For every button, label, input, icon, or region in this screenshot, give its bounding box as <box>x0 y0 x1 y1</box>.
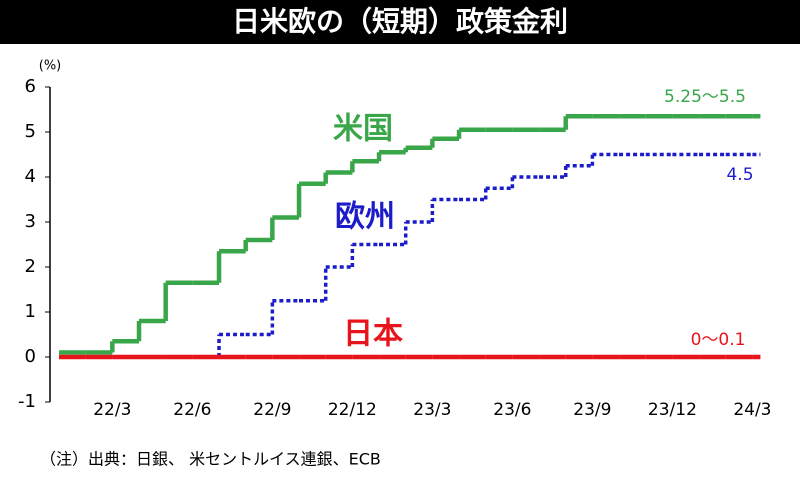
x-tick-label: 23/9 <box>573 400 611 420</box>
x-tick-label: 23/12 <box>648 400 697 420</box>
x-tick-label: 23/3 <box>413 400 451 420</box>
x-tick-label: 22/9 <box>253 400 291 420</box>
end-label: 0～0.1 <box>691 330 746 350</box>
series-label: 日本 <box>343 317 403 352</box>
footnote: （注）出典：日銀、 米セントルイス連銀、ECB <box>40 450 381 469</box>
y-tick-label: 4 <box>25 166 36 187</box>
y-tick-label: 0 <box>25 346 36 367</box>
x-tick-label: 23/6 <box>493 400 531 420</box>
y-tick-label: 6 <box>25 76 36 97</box>
x-tick-label: 22/12 <box>328 400 377 420</box>
series-label: 欧州 <box>335 200 395 235</box>
x-tick-label: 24/3 <box>733 400 771 420</box>
y-tick-label: 2 <box>25 256 36 277</box>
x-tick-label: 22/3 <box>93 400 131 420</box>
series-label: 米国 <box>333 112 393 147</box>
chart-title: 日米欧の（短期）政策金利 <box>232 5 568 38</box>
end-label: 5.25～5.5 <box>664 87 746 107</box>
x-tick-label: 22/6 <box>173 400 211 420</box>
y-tick-label: 1 <box>25 301 36 322</box>
y-tick-label: -1 <box>18 391 36 412</box>
y-tick-label: 5 <box>25 121 36 142</box>
end-label: 4.5 <box>726 165 753 185</box>
y-tick-label: 3 <box>25 211 36 232</box>
y-unit: (%) <box>39 59 62 74</box>
title-bar <box>0 0 800 44</box>
